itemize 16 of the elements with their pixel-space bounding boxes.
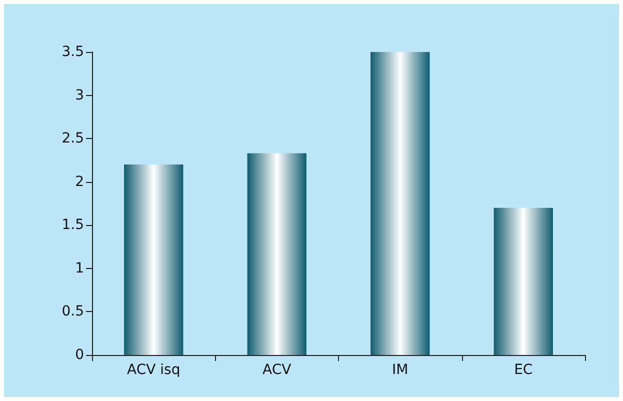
y-tick-label: 0.5 (62, 304, 84, 320)
y-tick-label: 0 (75, 347, 84, 363)
y-tick-label: 1.5 (62, 217, 84, 234)
bar (247, 153, 306, 355)
y-tick-label: 3.5 (62, 44, 84, 60)
bar (124, 164, 184, 355)
x-tick-label: IM (392, 362, 408, 378)
x-tick-label: ACV (262, 362, 292, 378)
y-tick-label: 2.5 (62, 130, 84, 147)
x-tick-label: ACV isq (127, 362, 180, 378)
bar (494, 208, 553, 355)
y-tick-label: 2 (75, 174, 84, 190)
y-tick-label: 3 (75, 87, 84, 104)
x-tick-label: EC (514, 362, 533, 378)
bar (370, 52, 430, 355)
y-tick-label: 1 (75, 260, 84, 276)
